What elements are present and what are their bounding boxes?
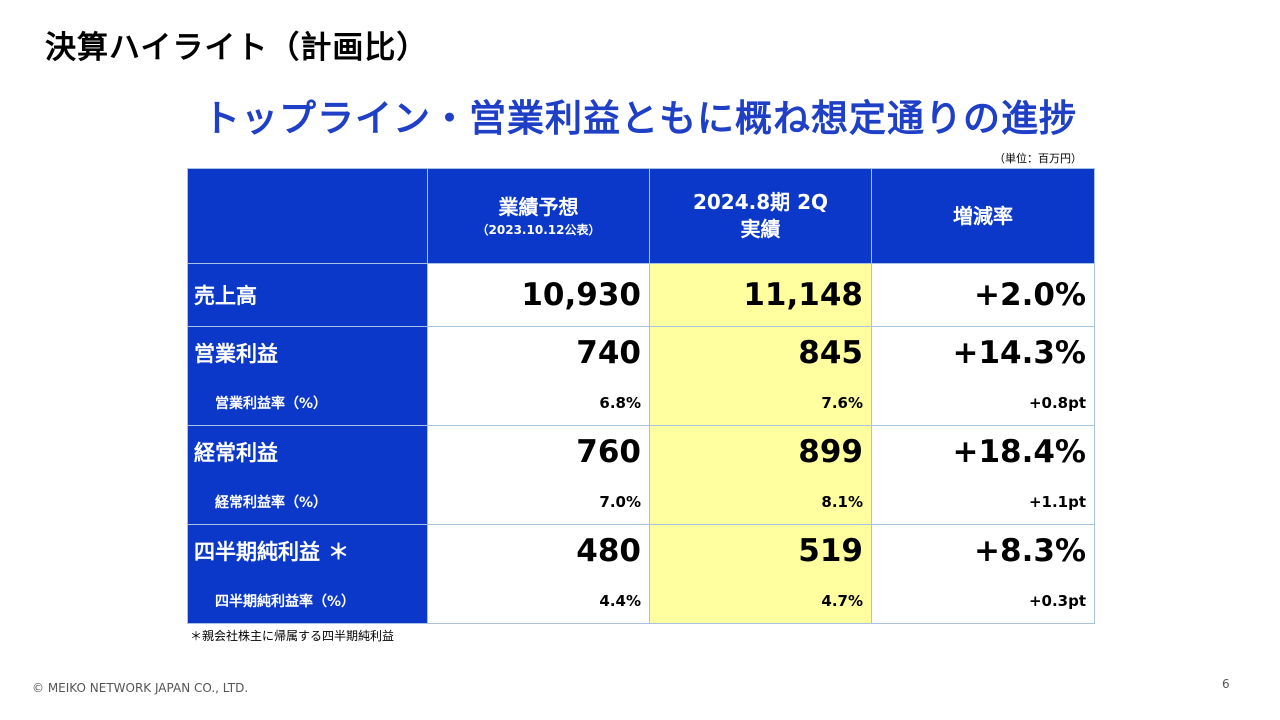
forecast-rate: 6.8% [427, 379, 650, 426]
forecast-value: 760 [427, 425, 650, 479]
table-row-net-margin: 四半期純利益率（%） 4.4% 4.7% +0.3pt [187, 577, 1095, 624]
actual-value: 11,148 [649, 263, 872, 327]
header-actual-label: 実績 [740, 217, 781, 241]
table-row-operating-margin: 営業利益率（%） 6.8% 7.6% +0.8pt [187, 379, 1095, 426]
header-actual-period: 2024.8期 2Q [692, 190, 829, 214]
forecast-rate: 7.0% [427, 478, 650, 525]
forecast-value: 740 [427, 326, 650, 380]
actual-value: 845 [649, 326, 872, 380]
table-row-net-income: 四半期純利益 ＊ 480 519 +8.3% [187, 524, 1095, 578]
actual-value: 899 [649, 425, 872, 479]
header-forecast: 業績予想 （2023.10.12公表） [427, 168, 650, 264]
header-forecast-date: （2023.10.12公表） [476, 222, 601, 237]
header-actual: 2024.8期 2Q 実績 [649, 168, 872, 264]
header-change-label: 増減率 [953, 203, 1013, 228]
change-value: +14.3% [871, 326, 1095, 380]
actual-rate: 8.1% [649, 478, 872, 525]
row-sub-label: 四半期純利益率（%） [187, 577, 428, 624]
row-label-text: 四半期純利益 [194, 540, 320, 564]
row-label: 売上高 [187, 263, 428, 327]
change-rate: +0.8pt [871, 379, 1095, 426]
unit-note: （単位：百万円） [994, 152, 1082, 165]
row-label: 経常利益 [187, 425, 428, 479]
page-number: 6 [1222, 677, 1230, 691]
headline: トップライン・営業利益ともに概ね想定通りの進捗 [203, 97, 1077, 140]
change-rate: +0.3pt [871, 577, 1095, 624]
forecast-value: 480 [427, 524, 650, 578]
results-table: 業績予想 （2023.10.12公表） 2024.8期 2Q 実績 増減率 売上… [187, 168, 1095, 624]
row-sub-label: 営業利益率（%） [187, 379, 428, 426]
table-row-ordinary-profit: 経常利益 760 899 +18.4% [187, 425, 1095, 479]
actual-value: 519 [649, 524, 872, 578]
table-row-operating-profit: 営業利益 740 845 +14.3% [187, 326, 1095, 380]
header-change: 増減率 [871, 168, 1095, 264]
copyright: © MEIKO NETWORK JAPAN CO., LTD. [32, 681, 249, 695]
change-value: +18.4% [871, 425, 1095, 479]
change-value: +2.0% [871, 263, 1095, 327]
table-row-ordinary-margin: 経常利益率（%） 7.0% 8.1% +1.1pt [187, 478, 1095, 525]
row-label: 営業利益 [187, 326, 428, 380]
table-row-sales: 売上高 10,930 11,148 +2.0% [187, 263, 1095, 327]
actual-rate: 7.6% [649, 379, 872, 426]
row-label: 四半期純利益 ＊ [187, 524, 428, 578]
forecast-rate: 4.4% [427, 577, 650, 624]
change-rate: +1.1pt [871, 478, 1095, 525]
asterisk-mark: ＊ [328, 540, 349, 564]
actual-rate: 4.7% [649, 577, 872, 624]
header-forecast-label: 業績予想 [498, 194, 579, 219]
header-corner-cell [187, 168, 428, 264]
slide-title: 決算ハイライト（計画比） [45, 30, 429, 66]
forecast-value: 10,930 [427, 263, 650, 327]
row-sub-label: 経常利益率（%） [187, 478, 428, 525]
footnote: ＊親会社株主に帰属する四半期純利益 [190, 629, 395, 643]
change-value: +8.3% [871, 524, 1095, 578]
table-header-row: 業績予想 （2023.10.12公表） 2024.8期 2Q 実績 増減率 [187, 168, 1095, 264]
